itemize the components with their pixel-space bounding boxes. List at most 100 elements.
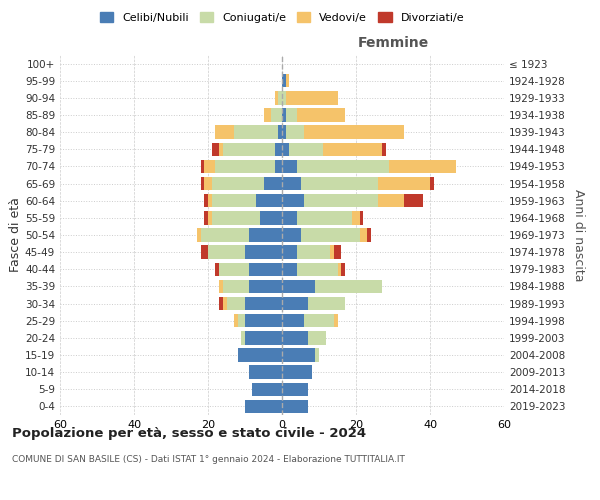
Bar (282, 126, 286, 139)
Text: COMUNE DI SAN BASILE (CS) - Dati ISTAT 1° gennaio 2024 - Elaborazione TUTTITALIA: COMUNE DI SAN BASILE (CS) - Dati ISTAT 1… (12, 455, 405, 464)
Bar (297, 262, 337, 276)
Bar (378, 194, 404, 207)
Bar (219, 297, 223, 310)
Bar (282, 297, 308, 310)
Bar (200, 228, 249, 241)
Y-axis label: Anni di nascita: Anni di nascita (572, 188, 585, 281)
Bar (223, 280, 249, 293)
Bar (282, 348, 316, 362)
Bar (212, 211, 260, 224)
Bar (219, 262, 249, 276)
Bar (234, 314, 238, 328)
Bar (245, 400, 282, 413)
Text: Popolazione per età, sesso e stato civile - 2024: Popolazione per età, sesso e stato civil… (12, 428, 366, 440)
Bar (245, 297, 282, 310)
Bar (286, 74, 289, 88)
Bar (282, 177, 301, 190)
Bar (200, 177, 204, 190)
Bar (282, 228, 301, 241)
Bar (245, 314, 282, 328)
Bar (215, 160, 275, 173)
Bar (282, 211, 297, 224)
Bar (282, 160, 297, 173)
Bar (360, 228, 367, 241)
Bar (278, 126, 282, 139)
Bar (382, 142, 386, 156)
Bar (223, 142, 275, 156)
Bar (249, 366, 282, 379)
Bar (256, 194, 282, 207)
Bar (204, 194, 208, 207)
Bar (208, 211, 212, 224)
Bar (304, 314, 334, 328)
Bar (289, 142, 323, 156)
Bar (323, 142, 382, 156)
Bar (337, 262, 341, 276)
Bar (367, 228, 371, 241)
Bar (260, 211, 282, 224)
Bar (249, 280, 282, 293)
Bar (197, 228, 200, 241)
Bar (219, 280, 223, 293)
Bar (301, 177, 378, 190)
Bar (241, 331, 245, 344)
Bar (282, 142, 289, 156)
Bar (215, 262, 219, 276)
Bar (404, 194, 422, 207)
Bar (200, 246, 208, 259)
Bar (304, 194, 378, 207)
Bar (215, 126, 234, 139)
Bar (238, 348, 282, 362)
Bar (304, 126, 404, 139)
Bar (238, 314, 245, 328)
Legend: Celibi/Nubili, Coniugati/e, Vedovi/e, Divorziati/e: Celibi/Nubili, Coniugati/e, Vedovi/e, Di… (95, 8, 469, 28)
Bar (297, 160, 389, 173)
Bar (334, 246, 341, 259)
Bar (204, 211, 208, 224)
Bar (297, 246, 330, 259)
Bar (308, 331, 326, 344)
Bar (316, 348, 319, 362)
Bar (282, 246, 297, 259)
Bar (271, 108, 282, 122)
Bar (212, 142, 219, 156)
Bar (360, 211, 364, 224)
Bar (204, 160, 215, 173)
Bar (253, 382, 282, 396)
Bar (308, 297, 345, 310)
Bar (212, 194, 256, 207)
Bar (275, 142, 282, 156)
Y-axis label: Fasce di età: Fasce di età (9, 198, 22, 272)
Bar (286, 126, 304, 139)
Bar (204, 177, 212, 190)
Bar (249, 262, 282, 276)
Bar (282, 331, 308, 344)
Bar (282, 366, 311, 379)
Bar (275, 160, 282, 173)
Bar (275, 91, 278, 104)
Bar (282, 262, 297, 276)
Bar (330, 246, 334, 259)
Bar (234, 126, 278, 139)
Bar (282, 382, 308, 396)
Bar (282, 194, 304, 207)
Bar (297, 211, 352, 224)
Text: Femmine: Femmine (358, 36, 428, 50)
Bar (389, 160, 456, 173)
Bar (227, 297, 245, 310)
Bar (430, 177, 434, 190)
Bar (286, 91, 337, 104)
Bar (352, 211, 360, 224)
Bar (301, 228, 360, 241)
Bar (263, 108, 271, 122)
Bar (378, 177, 430, 190)
Bar (282, 108, 286, 122)
Bar (282, 280, 316, 293)
Bar (282, 74, 286, 88)
Bar (200, 160, 204, 173)
Bar (316, 280, 382, 293)
Bar (245, 246, 282, 259)
Bar (282, 91, 286, 104)
Bar (208, 194, 212, 207)
Bar (245, 331, 282, 344)
